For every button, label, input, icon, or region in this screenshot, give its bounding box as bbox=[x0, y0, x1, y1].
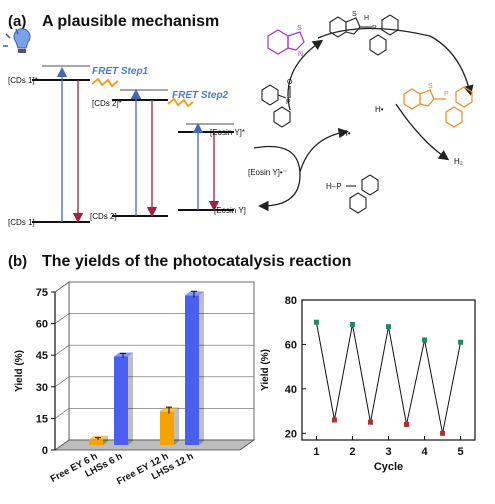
line-chart-xtick-label: 5 bbox=[458, 446, 464, 458]
bar-chart-floor bbox=[53, 439, 256, 451]
bar-chart-gridline bbox=[54, 281, 254, 293]
label-cd2-lower: [CDs 2] bbox=[90, 212, 117, 221]
bar-side-face bbox=[128, 352, 133, 445]
bar bbox=[89, 439, 103, 445]
label-fret1: FRET Step1 bbox=[92, 66, 149, 77]
bar-side-face bbox=[103, 435, 108, 445]
lamp-icon bbox=[3, 28, 31, 53]
benzothiazole-molecule-icon bbox=[267, 29, 305, 55]
radical-o-label: O bbox=[287, 79, 293, 86]
diphenylphosphine-oxide-molecule-icon bbox=[346, 174, 379, 214]
bar-chart-ytick-label: 30 bbox=[36, 382, 48, 394]
cycle-arc-left bbox=[287, 39, 324, 111]
radical-p-label: P bbox=[286, 99, 291, 106]
data-point-low bbox=[440, 430, 446, 436]
eosin-radical-label: [Eosin Y]•⁻ bbox=[248, 168, 287, 177]
adduct-p-label: P bbox=[372, 25, 377, 32]
cycle-arc-up bbox=[299, 127, 349, 173]
panel-a: (a) A plausible mechanism [CDs 1 bbox=[3, 11, 474, 227]
bar-chart-ytick-label: 15 bbox=[36, 413, 48, 425]
line-chart-ytick-label: 60 bbox=[285, 339, 297, 351]
adduct-s-label: S bbox=[352, 11, 357, 18]
benzothiazole-s-label: S bbox=[297, 25, 302, 32]
bar-chart-ytick-label: 75 bbox=[36, 287, 48, 299]
bar-side-face bbox=[199, 291, 204, 445]
line-chart-ytick-label: 40 bbox=[285, 384, 297, 396]
label-ey-lower: [Eosin Y] bbox=[214, 206, 246, 215]
line-chart-ytick-label: 80 bbox=[285, 295, 297, 307]
product-s-label: S bbox=[428, 83, 433, 90]
bar-chart-side-wall bbox=[54, 281, 70, 451]
benzothiazole-n-label: N bbox=[298, 51, 303, 58]
data-point-low bbox=[367, 419, 373, 425]
panel-a-label: (a) bbox=[8, 13, 26, 30]
bar-chart-ytick-label: 0 bbox=[42, 445, 48, 457]
product-molecule-icon bbox=[403, 86, 473, 128]
label-ey-upper: [Eosin Y]* bbox=[210, 128, 245, 137]
bar-chart-ytick-label: 45 bbox=[36, 350, 48, 362]
bar bbox=[160, 411, 174, 445]
data-point-low bbox=[331, 417, 337, 423]
h2-label: H₂ bbox=[454, 157, 463, 166]
label-cd2-upper: [CDs 2]* bbox=[92, 99, 122, 108]
line-chart-xtick-label: 3 bbox=[385, 446, 391, 458]
phosphinoyl-radical-molecule-icon bbox=[261, 84, 291, 128]
data-point-high bbox=[313, 319, 319, 325]
data-point-low bbox=[404, 421, 410, 427]
line-chart-xtick-label: 4 bbox=[421, 446, 428, 458]
panel-a-title: A plausible mechanism bbox=[42, 13, 219, 30]
line-chart-xlabel: Cycle bbox=[374, 461, 403, 473]
fret2-zigzag-icon bbox=[167, 97, 194, 108]
data-point-high bbox=[422, 337, 428, 343]
panel-b: (b) The yields of the photocatalysis rea… bbox=[8, 253, 351, 270]
panel-b-title: The yields of the photocatalysis reactio… bbox=[42, 253, 351, 270]
cycle-line-chart: 20 40 60 80 1 2 3 4 5 Cycle Yield (%) bbox=[260, 295, 476, 473]
product-p-label: P bbox=[444, 91, 449, 98]
label-fret2: FRET Step2 bbox=[172, 90, 229, 101]
h-radical-label-2: H• bbox=[342, 129, 351, 138]
line-chart-frame bbox=[301, 299, 476, 441]
bar bbox=[185, 295, 199, 445]
bar-chart-ytick-label: 60 bbox=[36, 319, 48, 331]
radical-adduct-molecule-icon bbox=[329, 14, 399, 56]
label-cd1-lower: [CDs 1] bbox=[8, 218, 35, 227]
data-point-high bbox=[349, 321, 355, 327]
adduct-h-label: H bbox=[364, 15, 369, 22]
data-point-high bbox=[386, 324, 391, 330]
line-chart-xtick-label: 1 bbox=[313, 446, 319, 458]
line-chart-xtick-label: 2 bbox=[349, 446, 355, 458]
phosphine-oxide-label: H–P bbox=[326, 182, 342, 191]
panel-b-label: (b) bbox=[8, 253, 27, 270]
line-chart-ylabel: Yield (%) bbox=[260, 349, 271, 391]
fret1-zigzag-icon bbox=[91, 77, 119, 88]
bar bbox=[114, 356, 128, 445]
label-cd1-upper: [CDs 1]* bbox=[8, 76, 38, 85]
bar-chart-ylabel: Yield (%) bbox=[14, 350, 25, 392]
cycle-arc-top bbox=[317, 27, 474, 96]
cycle-arc-right bbox=[395, 103, 450, 161]
cycle-arc-bottom bbox=[253, 145, 301, 212]
data-point-high bbox=[458, 339, 464, 345]
line-chart-ytick-label: 20 bbox=[285, 428, 297, 440]
bar-side-face bbox=[174, 407, 179, 445]
series-line bbox=[315, 322, 462, 434]
h-radical-label-1: H• bbox=[375, 105, 384, 114]
